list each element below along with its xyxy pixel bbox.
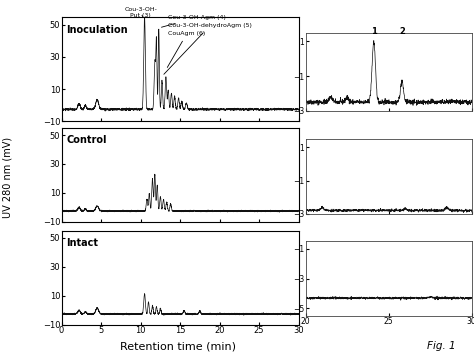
Text: Cou-3-OH-dehydroAgm (5): Cou-3-OH-dehydroAgm (5) xyxy=(164,23,252,74)
Text: Cou-3-OH-
Put (3): Cou-3-OH- Put (3) xyxy=(124,7,157,18)
Text: 2: 2 xyxy=(399,27,405,36)
Text: Intact: Intact xyxy=(66,238,99,248)
Text: CouAgm (6): CouAgm (6) xyxy=(167,31,206,67)
Text: Retention time (min): Retention time (min) xyxy=(120,342,236,351)
Text: Control: Control xyxy=(66,135,107,145)
Text: 1: 1 xyxy=(371,27,377,36)
Text: Fig. 1: Fig. 1 xyxy=(427,342,455,351)
Text: Cou-3-OH-Agm (4): Cou-3-OH-Agm (4) xyxy=(162,15,226,27)
Text: Inoculation: Inoculation xyxy=(66,25,128,35)
Text: UV 280 nm (mV): UV 280 nm (mV) xyxy=(2,137,12,218)
